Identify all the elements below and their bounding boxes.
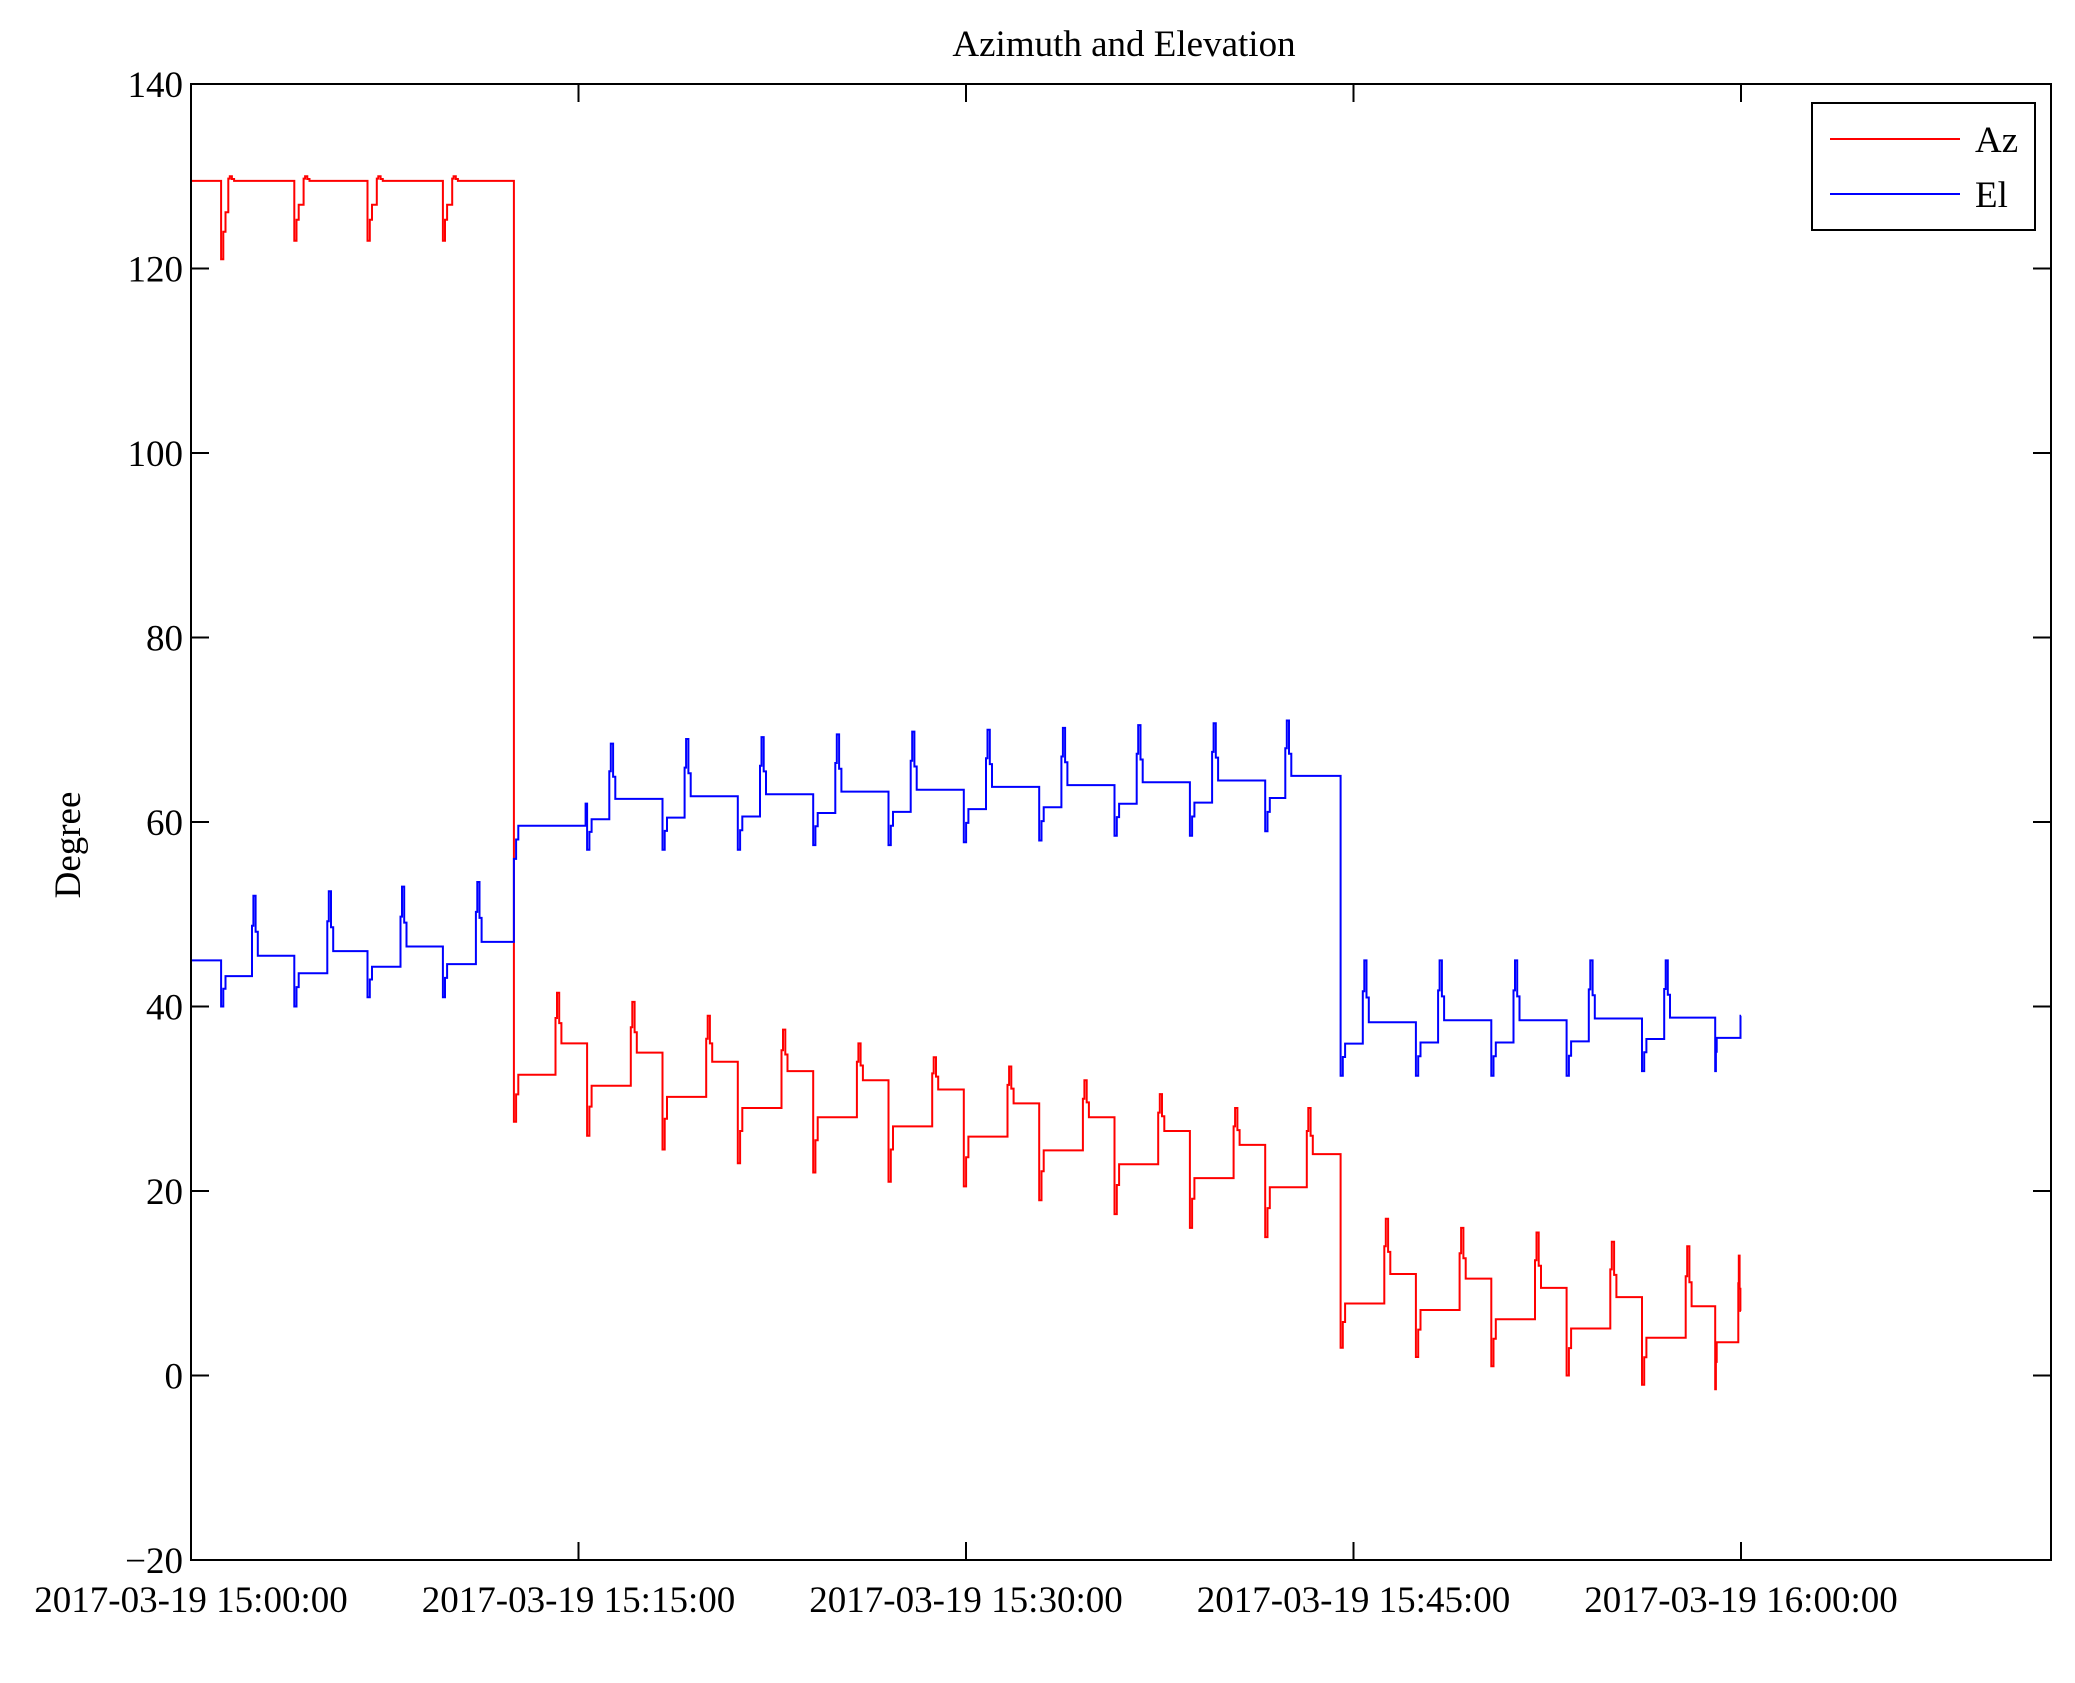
x-tick-label: 2017-03-19 16:00:00 [1584,1580,1897,1621]
y-tick-label: 80 [146,619,183,660]
legend-el-label: El [1975,175,2008,216]
legend-az-label: Az [1975,120,2018,161]
legend: Az El [1811,102,2036,231]
y-tick-label: 20 [146,1172,183,1213]
series-el-line [191,719,1742,1077]
y-tick-label: 140 [128,65,184,106]
y-tick-label: 0 [165,1357,184,1398]
x-tick-label: 2017-03-19 15:30:00 [809,1580,1122,1621]
y-tick-label: 100 [128,434,184,475]
x-tick-label: 2017-03-19 15:00:00 [34,1580,347,1621]
y-axis-label: Degree [48,792,89,899]
plot-frame [190,83,2052,1561]
series-layer [191,175,1742,1391]
y-tick-label: 40 [146,988,183,1029]
legend-box [1811,102,2036,231]
y-tick-label: −20 [125,1541,183,1582]
y-tick-label: 120 [128,250,184,291]
y-tick-label: 60 [146,803,183,844]
x-axis-ticks: 2017-03-19 15:00:00 2017-03-19 15:15:00 20… [34,84,1898,1621]
x-tick-label: 2017-03-19 15:45:00 [1197,1580,1510,1621]
series-az-line [191,175,1742,1391]
x-tick-label: 2017-03-19 15:15:00 [422,1580,735,1621]
chart-title: Azimuth and Elevation [952,24,1295,65]
y-axis-ticks: −20 0 20 40 60 80 100 120 140 [125,65,2051,1582]
